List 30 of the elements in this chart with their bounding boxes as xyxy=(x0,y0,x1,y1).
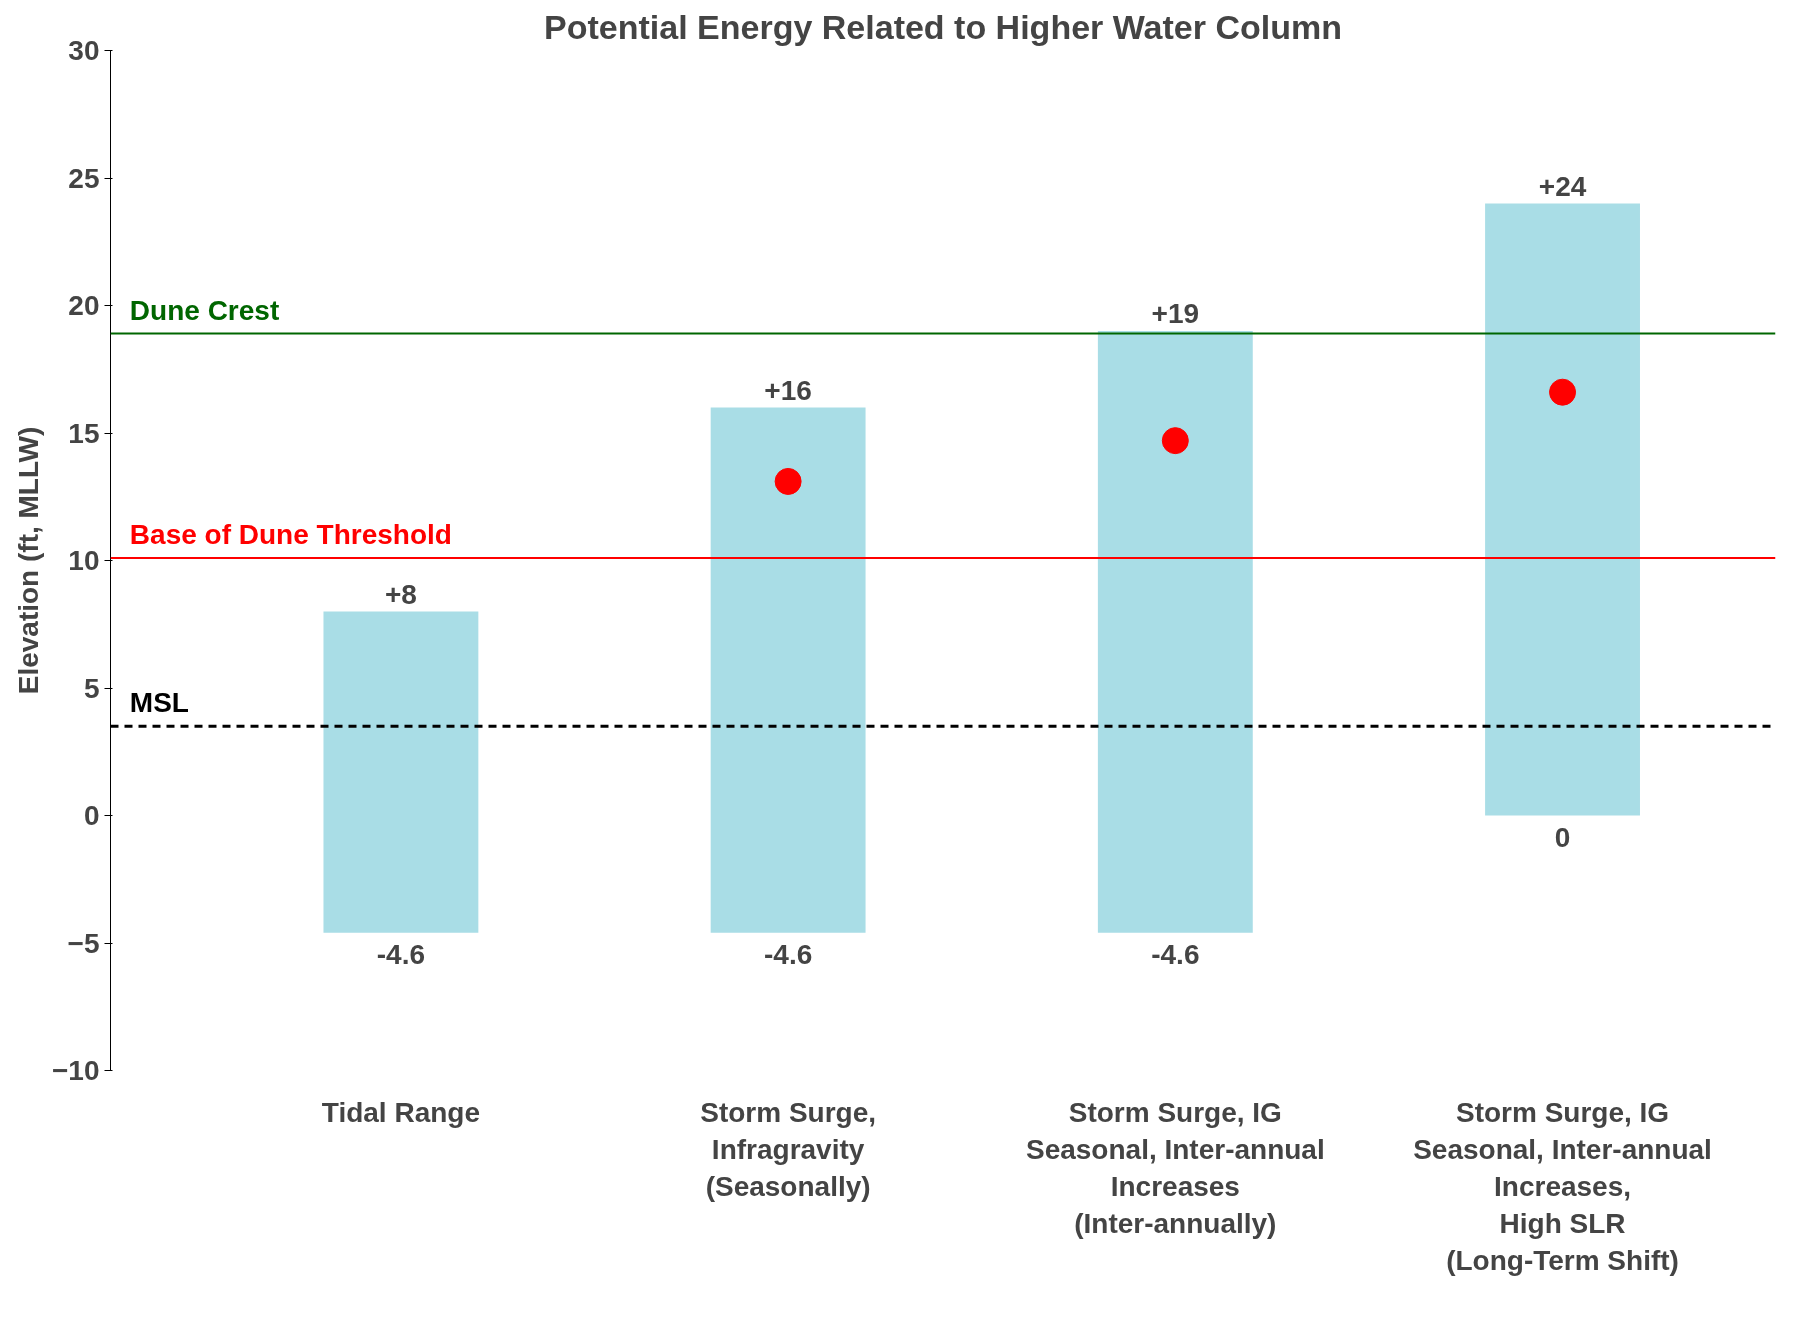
ref-line-label: Base of Dune Threshold xyxy=(129,518,452,550)
annotation: +16 xyxy=(764,374,812,406)
ref-line-label: MSL xyxy=(129,687,189,719)
annotation: -4.6 xyxy=(1151,938,1200,970)
y-tick-label: 0 xyxy=(83,800,100,831)
y-tick-label: 30 xyxy=(68,35,100,66)
annotation: +19 xyxy=(1151,298,1200,329)
x-tick-label: Tidal Range xyxy=(321,1096,480,1128)
x-tick-label: Storm Surge, IG Seasonal, Inter-annual Increases (Inter-annually) xyxy=(1025,1096,1325,1240)
annotation: +8 xyxy=(384,578,417,610)
annotation: 0 xyxy=(1554,821,1571,853)
bar xyxy=(1097,331,1253,933)
bar xyxy=(323,611,479,933)
y-tick-label: 10 xyxy=(68,545,100,576)
y-axis-title: Elevation (ft, MLLW) xyxy=(13,426,44,695)
annotation: -4.6 xyxy=(376,938,426,970)
ref-line-label: Dune Crest xyxy=(129,294,280,326)
x-tick-label: Storm Surge, IG Seasonal, Inter-annual Increases, High SLR (Long-Term Shift) xyxy=(1413,1096,1712,1277)
chart-title: Potential Energy Related to Higher Water Column xyxy=(544,7,1342,46)
bar xyxy=(1485,203,1640,816)
y-tick-label: 25 xyxy=(68,162,100,194)
y-tick-label: 15 xyxy=(68,417,100,449)
y-tick-label: 20 xyxy=(68,290,100,321)
y-tick-label: 5 xyxy=(83,672,100,704)
annotation: +24 xyxy=(1538,170,1587,202)
y-tick-label: −5 xyxy=(67,927,100,959)
annotation: -4.6 xyxy=(763,938,813,970)
x-tick-label: Storm Surge, Infragravity (Seasonally) xyxy=(700,1096,877,1202)
y-tick-label: −10 xyxy=(52,1055,100,1086)
bar xyxy=(710,407,866,933)
